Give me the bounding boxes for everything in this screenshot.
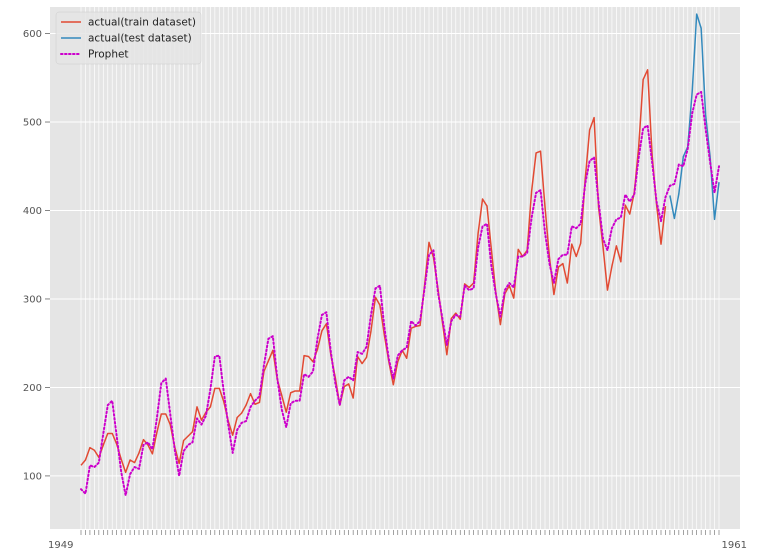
legend-label: actual(train dataset) xyxy=(88,17,196,29)
y-tick-label: 500 xyxy=(23,118,42,129)
series-prophet xyxy=(80,90,720,497)
y-grid xyxy=(50,33,740,477)
x-tick-label: 1949 xyxy=(48,540,73,551)
y-tick-label: 400 xyxy=(23,206,42,217)
series-actual-train-dataset xyxy=(80,69,667,474)
y-axis: 100 200 300 400 500 600 xyxy=(23,29,50,482)
x-axis: 1949 1961 xyxy=(48,530,747,551)
legend-box xyxy=(55,11,202,65)
legend-label: actual(test dataset) xyxy=(88,33,192,45)
x-grid xyxy=(80,7,720,529)
y-tick-label: 100 xyxy=(23,471,42,482)
x-tick-label: 1961 xyxy=(722,540,747,551)
legend-label: Prophet xyxy=(88,49,129,61)
series-lines xyxy=(80,13,720,497)
legend: actual(train dataset) actual(test dataset… xyxy=(55,11,202,65)
y-tick-label: 600 xyxy=(23,29,42,40)
y-tick-label: 200 xyxy=(23,383,42,394)
y-tick-label: 300 xyxy=(23,294,42,305)
